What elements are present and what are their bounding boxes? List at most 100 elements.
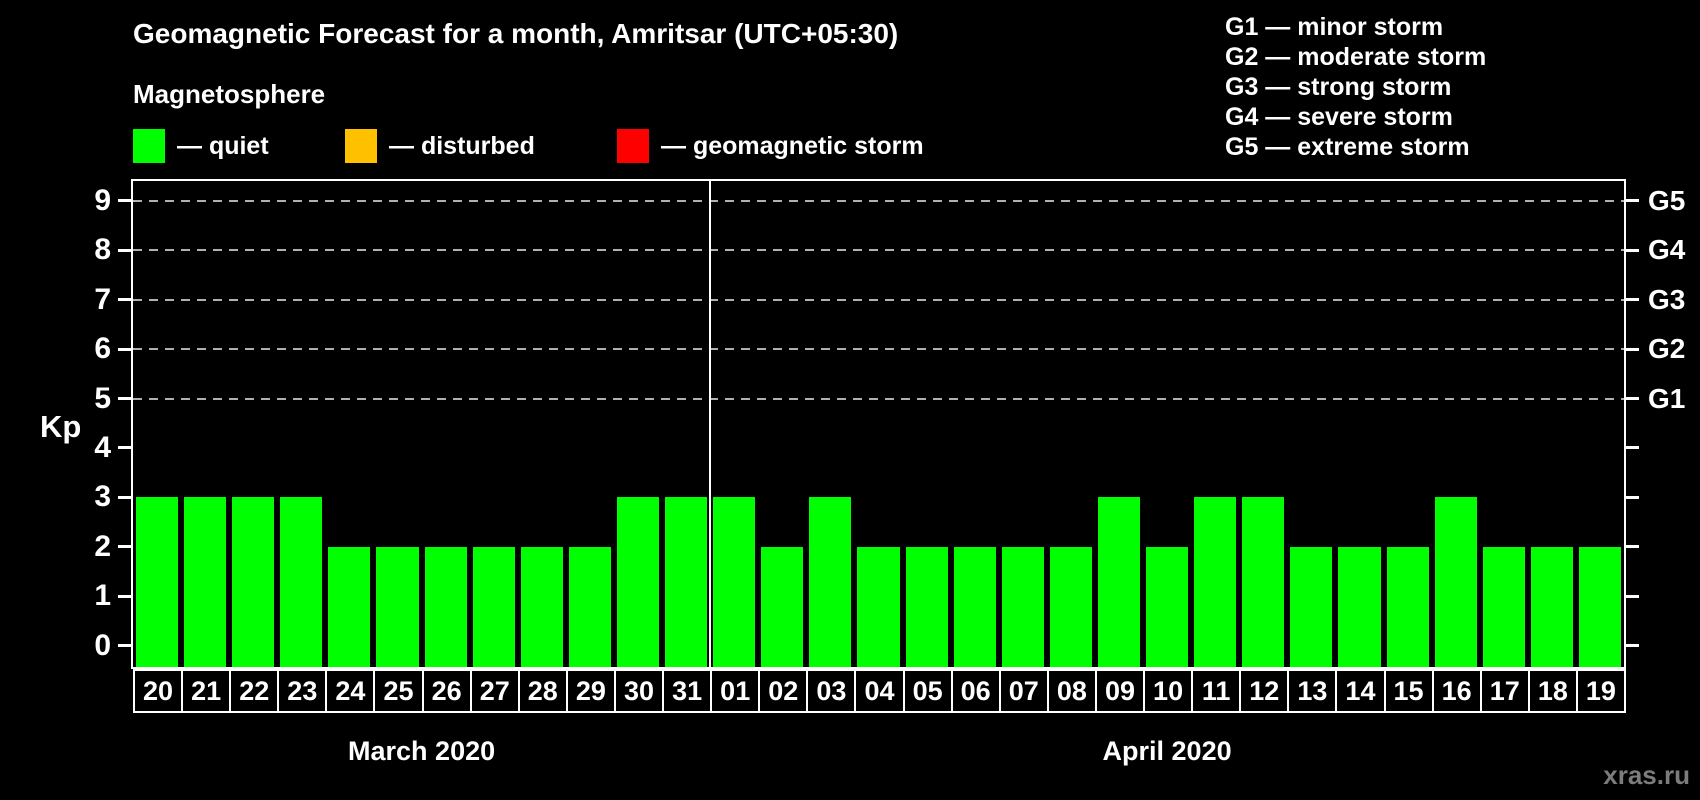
day-label-26: 26 — [421, 669, 472, 713]
day-label-05: 05 — [902, 669, 953, 713]
day-label-31: 31 — [662, 669, 713, 713]
bar-day-19 — [1578, 546, 1621, 667]
bar-day-20 — [136, 497, 179, 667]
legend-heading: Magnetosphere — [133, 79, 326, 109]
y-tick-right — [1624, 495, 1639, 499]
legend-item-label: — quiet — [177, 131, 269, 160]
month-divider-line — [709, 181, 712, 667]
y-tick-left — [118, 495, 133, 499]
y-axis-title: Kp — [40, 409, 82, 444]
g-level-label-g5: G5 — [1648, 184, 1686, 216]
legend-item-label: — geomagnetic storm — [661, 131, 924, 160]
y-tick-left — [118, 248, 133, 252]
y-tick-right — [1624, 545, 1639, 549]
g-level-label-g1: G1 — [1648, 382, 1686, 414]
bar-day-26 — [424, 546, 467, 667]
bar-day-08 — [1049, 546, 1092, 667]
g-legend-line-g3: G3 — strong storm — [1225, 73, 1452, 101]
legend-item-label: — disturbed — [389, 131, 535, 160]
bar-day-16 — [1434, 497, 1477, 667]
day-label-23: 23 — [277, 669, 328, 713]
day-label-27: 27 — [469, 669, 520, 713]
legend-item-geomagnetic-storm: — geomagnetic storm — [617, 128, 924, 164]
plot-border — [131, 179, 1626, 669]
y-tick-right — [1624, 397, 1639, 401]
month-label-march: March 2020 — [348, 736, 496, 766]
y-tick-left — [118, 397, 133, 401]
y-tick-label: 6 — [94, 332, 111, 366]
y-tick-right — [1624, 347, 1639, 351]
y-tick-left — [118, 347, 133, 351]
bar-day-24 — [328, 546, 371, 667]
y-tick-right — [1624, 248, 1639, 252]
g-legend-line-g4: G4 — severe storm — [1225, 103, 1453, 131]
day-label-04: 04 — [854, 669, 905, 713]
g-legend-line-g2: G2 — moderate storm — [1225, 43, 1487, 71]
y-tick-label: 5 — [94, 381, 111, 415]
day-label-09: 09 — [1094, 669, 1146, 713]
y-tick-left — [118, 446, 133, 450]
y-tick-label: 3 — [94, 480, 111, 514]
y-tick-label: 2 — [94, 529, 111, 563]
day-label-19: 19 — [1575, 669, 1626, 713]
y-tick-right — [1624, 298, 1639, 302]
g-scale-legend: G1 — minor storm G2 — moderate storm G3 … — [1225, 12, 1486, 162]
bar-day-06 — [953, 546, 996, 667]
y-tick-left — [118, 545, 133, 549]
bar-day-18 — [1530, 546, 1573, 667]
day-label-11: 11 — [1191, 669, 1242, 713]
day-label-12: 12 — [1239, 669, 1290, 713]
day-label-30: 30 — [613, 669, 665, 713]
bar-day-25 — [376, 546, 419, 667]
day-label-20: 20 — [133, 669, 184, 713]
bar-day-28 — [520, 546, 563, 667]
day-label-06: 06 — [950, 669, 1001, 713]
quiet-color-swatch — [133, 129, 165, 163]
y-tick-left — [118, 594, 133, 598]
bar-day-11 — [1194, 497, 1237, 667]
day-label-17: 17 — [1479, 669, 1530, 713]
bar-day-23 — [280, 497, 323, 667]
gridline-kp7 — [133, 298, 1624, 301]
bar-day-13 — [1290, 546, 1333, 667]
disturbed-color-swatch — [345, 129, 377, 163]
g-level-label-g3: G3 — [1648, 283, 1686, 315]
bar-day-10 — [1146, 546, 1189, 667]
y-tick-left — [118, 644, 133, 648]
geomagnetic-storm-color-swatch — [617, 129, 649, 163]
bar-day-27 — [472, 546, 515, 667]
y-tick-label: 4 — [94, 430, 111, 464]
g-level-label-g4: G4 — [1648, 234, 1686, 266]
legend-item-quiet: — quiet — [133, 128, 269, 164]
bar-day-02 — [761, 546, 804, 667]
day-label-03: 03 — [806, 669, 857, 713]
bar-day-04 — [857, 546, 900, 667]
day-label-21: 21 — [181, 669, 232, 713]
bar-day-17 — [1482, 546, 1525, 667]
day-label-08: 08 — [1046, 669, 1097, 713]
bar-day-05 — [905, 546, 948, 667]
y-tick-left — [118, 298, 133, 302]
y-tick-label: 1 — [94, 579, 111, 613]
day-label-24: 24 — [325, 669, 376, 713]
day-label-28: 28 — [517, 669, 568, 713]
bar-day-14 — [1338, 546, 1381, 667]
day-label-18: 18 — [1527, 669, 1578, 713]
bar-day-07 — [1001, 546, 1044, 667]
g-legend-line-g5: G5 — extreme storm — [1225, 133, 1470, 161]
day-label-10: 10 — [1143, 669, 1194, 713]
gridline-kp8 — [133, 249, 1624, 252]
y-tick-right — [1624, 199, 1639, 203]
day-label-14: 14 — [1335, 669, 1386, 713]
legend-item-disturbed: — disturbed — [345, 128, 535, 164]
y-tick-label: 0 — [94, 628, 111, 662]
bar-day-01 — [713, 497, 756, 667]
watermark: xras.ru — [1603, 760, 1690, 790]
y-tick-left — [118, 199, 133, 203]
day-label-07: 07 — [998, 669, 1049, 713]
g-legend-line-g1: G1 — minor storm — [1225, 13, 1444, 41]
month-label-april: April 2020 — [1102, 736, 1232, 766]
day-label-15: 15 — [1383, 669, 1434, 713]
y-tick-label: 9 — [94, 183, 111, 217]
